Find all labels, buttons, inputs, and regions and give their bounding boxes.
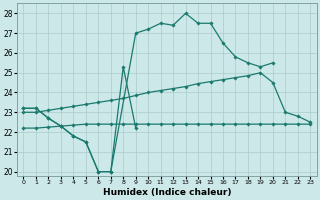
X-axis label: Humidex (Indice chaleur): Humidex (Indice chaleur) xyxy=(103,188,231,197)
